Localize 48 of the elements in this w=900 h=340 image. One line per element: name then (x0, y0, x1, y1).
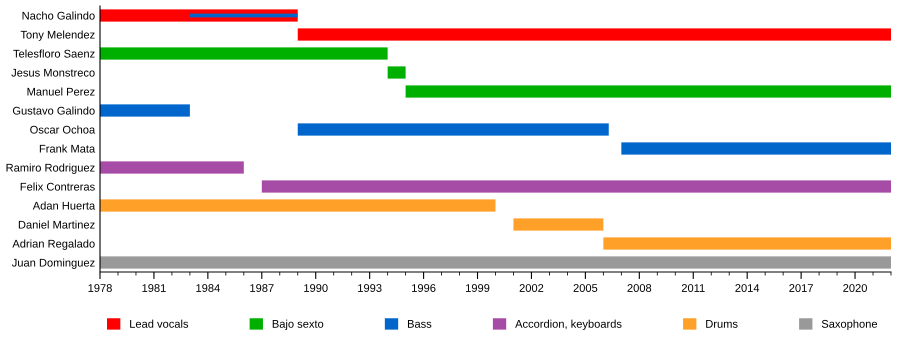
y-tick-label: Ramiro Rodriguez (6, 163, 95, 174)
bar (603, 237, 891, 250)
bar (262, 180, 891, 193)
x-tick-label: 1990 (304, 284, 328, 292)
y-tick-label: Tony Melendez (20, 30, 95, 41)
y-tick-label: Jesus Monstreco (11, 68, 95, 77)
legend-label: Bass (408, 320, 432, 328)
legend-label: Saxophone (822, 320, 878, 330)
x-tick-label: 2014 (735, 284, 760, 292)
y-tick-label: Adan Huerta (32, 201, 96, 210)
y-tick-label: Manuel Perez (28, 87, 95, 96)
bar (621, 142, 891, 155)
x-tick-label: 1978 (88, 284, 112, 292)
x-tick-label: 1996 (412, 284, 436, 292)
bar (100, 47, 388, 60)
bar (388, 66, 406, 79)
y-tick-label: Telesfloro Saenz (13, 49, 95, 58)
x-tick-label: 2002 (520, 284, 544, 292)
bar (100, 199, 496, 212)
x-tick-label: 1987 (250, 284, 274, 292)
y-tick-label: Adrian Regalado (12, 239, 95, 250)
y-tick-label: Daniel Martinez (18, 220, 95, 229)
bar (100, 256, 891, 269)
legend-label: Drums (706, 320, 738, 328)
x-tick-label: 2017 (789, 284, 813, 292)
y-tick-label: Felix Contreras (20, 182, 95, 191)
x-tick-label: 2011 (682, 284, 705, 292)
bar (100, 161, 244, 174)
x-tick-label: 1993 (358, 284, 382, 292)
x-tick-label: 1981 (142, 284, 166, 292)
y-tick-label: Nacho Galindo (22, 11, 95, 20)
x-tick-label: 2008 (628, 284, 652, 292)
bar (298, 28, 891, 41)
y-tick-label: Oscar Ochoa (30, 125, 96, 134)
legend-label: Accordion, keyboards (515, 320, 622, 330)
x-tick-label: 1984 (196, 284, 220, 292)
x-tick-label: 1999 (466, 284, 490, 292)
legend-label: Bajo sexto (272, 320, 324, 330)
legend-label: Lead vocals (130, 320, 188, 328)
bar (406, 85, 891, 98)
y-tick-label: Gustavo Galindo (12, 106, 95, 115)
y-tick-label: Frank Mata (40, 144, 96, 153)
bar (513, 218, 604, 231)
bar (100, 104, 190, 117)
y-tick-label: Juan Dominguez (12, 258, 95, 269)
x-tick-label: 2005 (574, 284, 598, 292)
bar (298, 123, 609, 136)
x-tick-label: 2020 (843, 284, 867, 292)
